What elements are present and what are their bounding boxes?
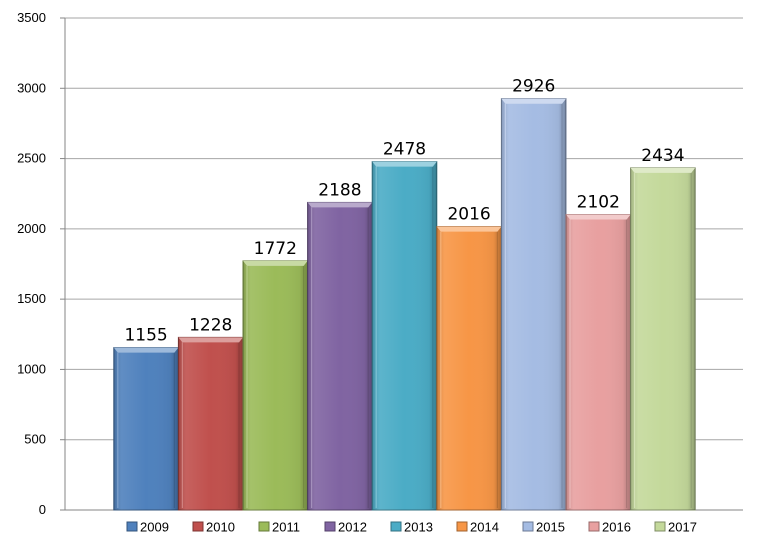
data-labels: 1155 1228 1772 2188 2478 2016 2926 2102 2434 [124, 77, 684, 346]
data-label-2013: 2478 [383, 140, 426, 160]
legend-item-2017: 2017 [654, 520, 697, 535]
bar-2017 [630, 167, 696, 511]
data-label-2016: 2102 [577, 193, 620, 213]
bars [113, 98, 696, 511]
legend-swatch [324, 521, 336, 532]
legend-label: 2010 [206, 520, 235, 535]
bar-bevel [436, 226, 502, 510]
y-tick-label: 0 [39, 502, 46, 517]
y-tick-label: 3000 [17, 80, 46, 95]
bar-top-bevel [307, 202, 373, 208]
legend-item-2013: 2013 [390, 520, 433, 535]
bar-top-bevel [566, 214, 631, 220]
bar-top-bevel [113, 347, 179, 353]
data-label-2015: 2926 [512, 77, 555, 97]
bar-2016 [565, 214, 632, 511]
bar-bevel [243, 260, 308, 510]
bar-2015 [500, 98, 567, 511]
bar-top-bevel [630, 167, 696, 173]
bar-2011 [242, 260, 309, 511]
data-label-2010: 1228 [189, 315, 232, 335]
legend-label: 2015 [536, 520, 565, 535]
bar-bevel [113, 347, 179, 510]
legend-label: 2013 [404, 520, 433, 535]
y-tick-label: 1500 [17, 291, 46, 306]
y-tick-label: 1000 [17, 361, 46, 376]
legend-item-2016: 2016 [588, 520, 631, 535]
legend-item-2012: 2012 [324, 520, 367, 535]
legend-swatch [390, 521, 402, 532]
bar-bevel [630, 167, 696, 511]
legend-swatch [522, 521, 534, 532]
bar-top-bevel [178, 337, 243, 343]
legend-label: 2012 [338, 520, 367, 535]
legend-item-2011: 2011 [258, 520, 300, 535]
legend-swatch [588, 521, 600, 532]
bar-bevel [178, 337, 243, 510]
bar-bevel [501, 98, 566, 511]
bar-bevel [307, 202, 373, 510]
bar-top-bevel [436, 226, 502, 232]
legend: 2009 2010 2011 2012 2013 2014 2015 2016 2017 [126, 520, 697, 535]
legend-item-2009: 2009 [126, 520, 169, 535]
bar-2010 [177, 336, 244, 511]
bar-top-bevel [243, 260, 308, 266]
data-label-2009: 1155 [124, 326, 167, 346]
bar-2013 [371, 161, 438, 511]
legend-item-2015: 2015 [522, 520, 565, 535]
legend-swatch [654, 521, 666, 532]
legend-swatch [192, 521, 204, 532]
legend-swatch [126, 521, 138, 532]
legend-swatch [456, 521, 468, 532]
data-label-2014: 2016 [447, 205, 490, 225]
data-label-2012: 2188 [318, 180, 361, 200]
y-tick-label: 2500 [17, 151, 46, 166]
data-label-2017: 2434 [641, 146, 684, 166]
legend-item-2010: 2010 [192, 520, 235, 535]
bar-2009 [113, 347, 179, 511]
legend-label: 2009 [140, 520, 169, 535]
y-tick-label: 500 [24, 432, 46, 447]
legend-item-2014: 2014 [456, 520, 499, 535]
bar-bevel [372, 161, 437, 510]
bar-2012 [307, 201, 373, 511]
legend-label: 2016 [602, 520, 631, 535]
legend-label: 2011 [272, 520, 300, 535]
legend-label: 2017 [668, 520, 697, 535]
legend-label: 2014 [470, 520, 499, 535]
bar-2014 [436, 226, 502, 511]
y-tick-label: 3500 [17, 10, 46, 25]
y-tick-label: 2000 [17, 221, 46, 236]
bar-top-bevel [501, 98, 566, 104]
data-label-2011: 1772 [254, 239, 297, 259]
legend-swatch [258, 521, 270, 532]
bar-top-bevel [372, 161, 437, 167]
bar-bevel [566, 214, 631, 510]
